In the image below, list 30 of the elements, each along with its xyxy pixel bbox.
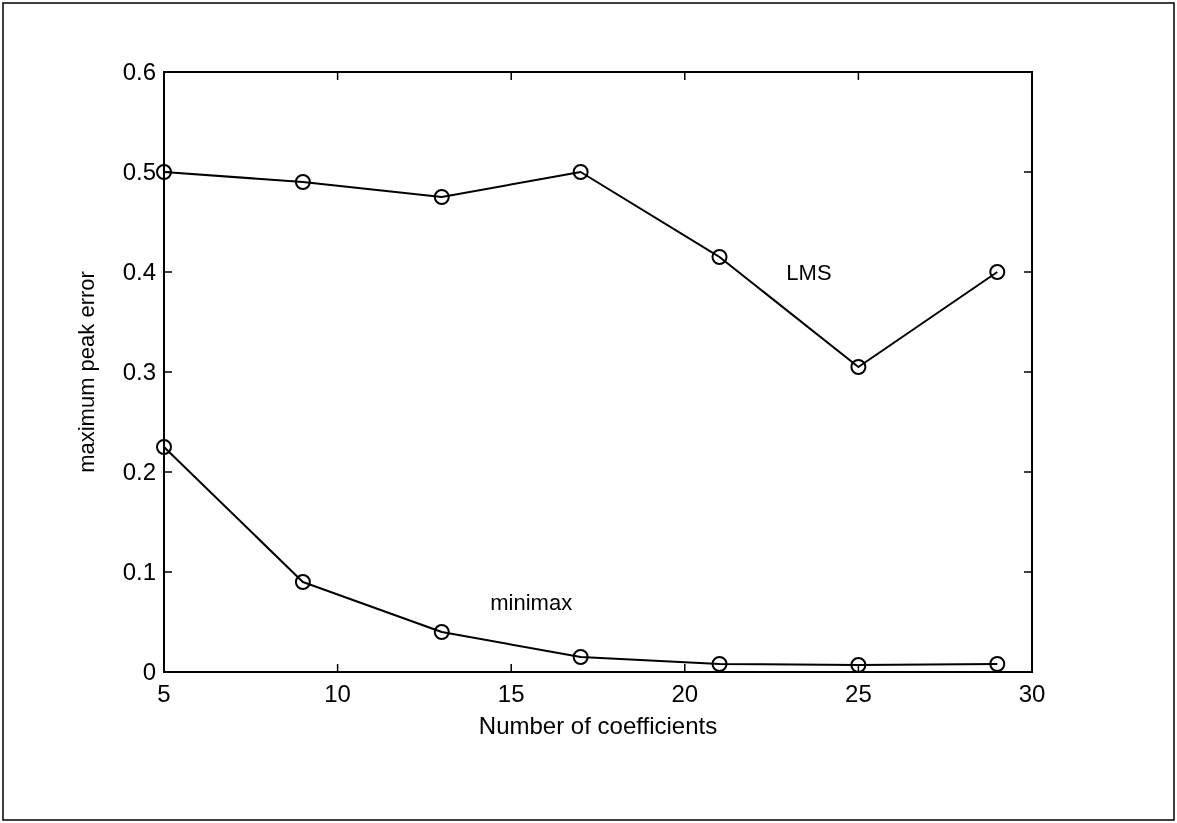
x-tick-label: 20 <box>671 680 699 707</box>
y-tick-label: 0 <box>142 658 156 686</box>
x-tick-label: 10 <box>324 680 351 707</box>
point <box>294 174 311 190</box>
y-tick-label: 0.4 <box>122 258 156 286</box>
point <box>711 656 728 672</box>
x-axis-title: Number of coefficients <box>478 712 718 739</box>
y-tick-label: 0.3 <box>122 358 156 386</box>
y-axis-title: maximum peak error <box>74 271 99 473</box>
point <box>156 439 172 455</box>
point <box>989 656 1006 672</box>
point <box>294 574 311 590</box>
point <box>711 249 728 265</box>
x-tick-label: 30 <box>1018 680 1046 707</box>
point <box>850 359 867 375</box>
x-tick-label: 15 <box>497 680 525 707</box>
x-tick-label: 25 <box>845 680 872 707</box>
point <box>989 264 1006 280</box>
y-tick-label: 0.2 <box>122 458 156 486</box>
series-label: minimax <box>490 590 573 616</box>
x-tick-label: 5 <box>157 680 171 707</box>
point <box>433 624 450 640</box>
point <box>433 189 450 205</box>
y-tick-label: 0.5 <box>122 158 156 186</box>
point <box>850 657 867 673</box>
series-label: LMS <box>786 259 832 285</box>
y-tick-label: 0.1 <box>122 558 156 586</box>
point <box>572 649 589 665</box>
point <box>572 164 589 180</box>
y-tick-label: 0.6 <box>122 58 156 86</box>
